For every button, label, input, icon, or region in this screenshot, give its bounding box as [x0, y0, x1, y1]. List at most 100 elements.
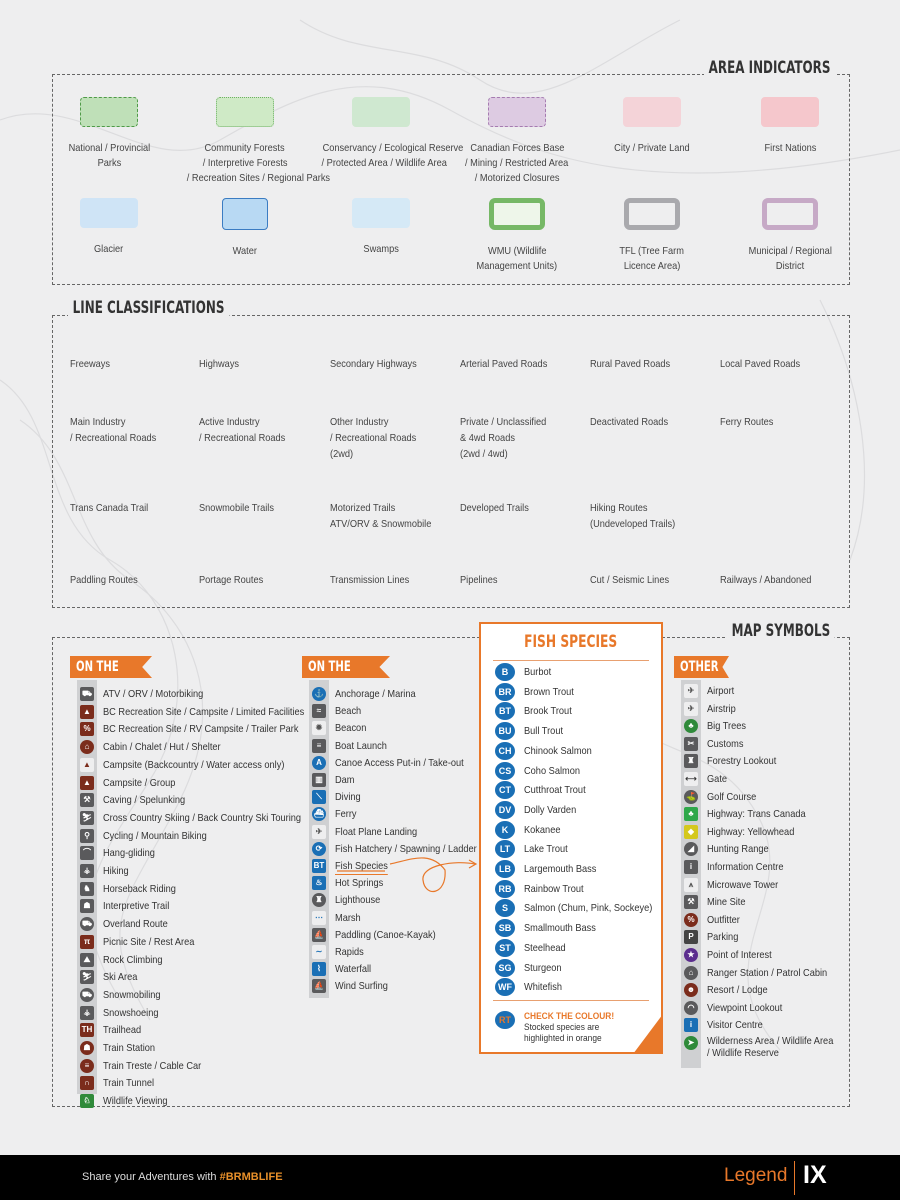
- legend-item-label: ATV / ORV / Motorbiking: [103, 688, 204, 700]
- horse-icon: ♞: [80, 881, 94, 896]
- line-label: Developed Trails: [460, 502, 529, 514]
- snowshoe-icon: ⚶: [80, 1005, 94, 1020]
- area-swatch: [761, 97, 819, 127]
- line-railway: Railways / Abandoned: [720, 550, 845, 588]
- area-label: / Mining / Restricted Area: [465, 157, 569, 169]
- developed-line-swatch: [460, 478, 570, 496]
- canoe-access-icon: A: [312, 755, 326, 770]
- legend-item-label: Beacon: [335, 722, 367, 735]
- group-campsite-icon: ▲: [80, 775, 94, 790]
- area-label: Management Units): [476, 260, 558, 272]
- diving-icon: ⟍: [312, 790, 326, 805]
- legend-item-label: Airstrip: [707, 702, 736, 715]
- fish-code-badge-icon: B: [495, 663, 515, 681]
- line-cutline: Cut / Seismic Lines: [590, 550, 715, 588]
- area-indicator: Municipal / Regional District: [722, 198, 858, 274]
- legend-item-label: Fish Hatchery / Spawning / Ladder: [335, 842, 477, 855]
- line-highway: Highways: [199, 334, 324, 372]
- fish-code-badge-icon: S: [495, 899, 515, 918]
- hashtag-link[interactable]: #BRMBLIFE: [219, 1171, 283, 1183]
- line-label: Freeways: [70, 358, 111, 370]
- legend-item-label: Fish Species: [335, 858, 388, 875]
- line-label: Highways: [199, 358, 240, 370]
- legend-item-label: Train Station: [103, 1042, 156, 1054]
- legend-item-label: Diving: [335, 791, 361, 804]
- area-label: Glacier: [94, 243, 124, 255]
- snowmobile-line-swatch: [199, 478, 309, 496]
- area-indicator: Conservancy / Ecological Reserve / Protec…: [313, 97, 463, 171]
- line-paddling: Paddling Routes: [70, 550, 195, 588]
- legend-item-label: Snowmobiling: [103, 988, 161, 1001]
- railway-line-swatch: [720, 550, 830, 568]
- ferry-icon: ⛴: [312, 807, 326, 822]
- rec-site-icon: ▲: [80, 704, 94, 719]
- area-label: District: [775, 260, 805, 272]
- tct-line-swatch: [70, 478, 180, 496]
- legend-item-label: Waterfall: [335, 963, 372, 976]
- area-swatch: [623, 97, 681, 127]
- legend-item-label: Ski Area: [103, 971, 138, 984]
- interpretive-trail-icon: ☗: [80, 899, 94, 914]
- legend-item-label: Forestry Lookout: [707, 755, 777, 768]
- line-label: / Recreational Roads: [199, 432, 286, 444]
- area-label: / Interpretive Forests: [202, 157, 288, 169]
- line-label: Active Industry: [199, 416, 260, 428]
- trans-canada-icon: ♣: [684, 807, 698, 822]
- forestry-lookout-icon: ♜: [684, 754, 698, 769]
- area-swatch: [222, 198, 268, 230]
- fish-code-badge-icon: LT: [495, 840, 515, 859]
- motorized-line-swatch: [330, 478, 440, 496]
- line-label: Main Industry: [70, 416, 126, 428]
- fish-name: Whitefish: [524, 981, 563, 994]
- rural-line-swatch: [590, 334, 700, 352]
- viewpoint-icon: ◠: [684, 1000, 698, 1015]
- legend-item-label: Hot Springs: [335, 877, 384, 890]
- on-the-trail-banner: ON THE TRAIL: [70, 656, 152, 678]
- legend-item-label: Wilderness Area / Wildlife Area / Wildlif…: [707, 1035, 834, 1059]
- legend-item-label: Wind Surfing: [335, 980, 388, 993]
- legend-item-label: Dam: [335, 774, 355, 786]
- stocked-badge-icon: RT: [495, 1011, 515, 1029]
- parking-icon: P: [684, 930, 698, 945]
- legend-item-label: Ferry: [335, 808, 357, 821]
- overland-icon: ⛟: [80, 917, 94, 932]
- area-swatch: [624, 198, 680, 230]
- legend-item-label: Paddling (Canoe-Kayak): [335, 928, 436, 941]
- wildlife-viewing-icon: ♘: [80, 1094, 94, 1109]
- footer-share: Share your Adventures with #BRMBLIFE: [82, 1171, 283, 1183]
- legend-item-label: Boat Launch: [335, 739, 387, 752]
- legend-item-label: Viewpoint Lookout: [707, 1001, 783, 1014]
- legend-item-label: Rock Climbing: [103, 953, 163, 966]
- line-snowmobile: Snowmobile Trails: [199, 478, 324, 516]
- line-tct: Trans Canada Trail: [70, 478, 195, 516]
- hiking-icon: ⚶: [80, 864, 94, 878]
- legend-item-label: Snowshoeing: [103, 1006, 159, 1019]
- fish-name: Largemouth Bass: [524, 863, 597, 875]
- golf-icon: ⛳: [684, 789, 698, 804]
- legend-item-label: Big Trees: [707, 720, 747, 733]
- line-developed: Developed Trails: [460, 478, 585, 516]
- wilderness-area-icon: ➤: [684, 1036, 698, 1050]
- area-indicator: Canadian Forces Base / Mining / Restricte…: [449, 97, 585, 186]
- line-label: Transmission Lines: [330, 574, 410, 586]
- cabin-icon: ⌂: [80, 740, 94, 755]
- hot-springs-icon: ♨: [312, 876, 326, 891]
- line-motorized: Motorized Trails ATV/ORV & Snowmobile: [330, 478, 455, 532]
- legend-item-label: Picnic Site / Rest Area: [103, 935, 195, 948]
- line-label: / Recreational Roads: [330, 432, 417, 444]
- legend-item-label: Campsite (Backcountry / Water access onl…: [103, 758, 285, 771]
- fish-species-pointer-arrow: [337, 857, 478, 893]
- area-label: Community Forests: [204, 142, 286, 154]
- big-trees-icon: ♣: [684, 719, 698, 734]
- area-label: First Nations: [764, 142, 816, 154]
- ski-icon: ⛷: [80, 970, 94, 985]
- fish-code-badge-icon: CT: [495, 781, 515, 800]
- legend-item-label: Mine Site: [707, 896, 746, 909]
- area-label: Swamps: [363, 243, 399, 255]
- page-number: IX: [803, 1161, 827, 1189]
- area-indicators-title: AREA INDICATORS: [704, 58, 836, 78]
- legend-item-label: Information Centre: [707, 861, 784, 873]
- legend-item-label: Trailhead: [103, 1024, 142, 1037]
- resort-icon: ☻: [684, 983, 698, 998]
- private-line-swatch: [460, 392, 570, 410]
